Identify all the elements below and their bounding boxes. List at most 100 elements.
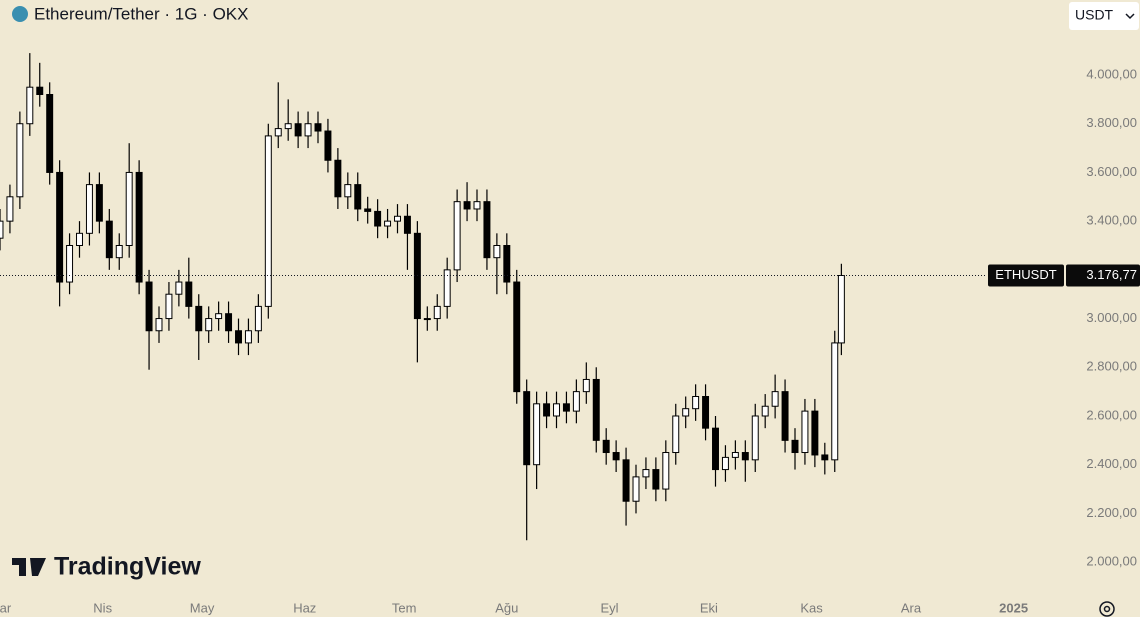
y-tick-label: 3.600,00 (1086, 164, 1137, 179)
currency-box[interactable] (1069, 2, 1139, 30)
x-tick-label: Haz (293, 600, 316, 615)
candle-body (443, 269, 451, 307)
x-tick-label: Eyl (600, 600, 618, 615)
settings-button[interactable] (1099, 601, 1115, 617)
candle-body (533, 403, 541, 466)
candle-body (731, 452, 739, 458)
candle-body (56, 171, 64, 283)
settings-icon-center[interactable] (1103, 605, 1111, 613)
candle-body (751, 415, 759, 461)
candle-body (364, 208, 372, 212)
y-tick-label: 3.000,00 (1086, 310, 1137, 325)
candle-body (76, 232, 83, 247)
x-tick-label: Mar (0, 600, 12, 615)
price-tag-label: 3.176,77 (1086, 267, 1137, 282)
candle-body (781, 391, 789, 441)
y-tick-label: 2.000,00 (1086, 554, 1137, 569)
currency-select[interactable]: USDT (1069, 2, 1139, 30)
candle-body (165, 293, 173, 320)
candle-body (384, 220, 392, 227)
candle-body (612, 452, 620, 461)
candle-body (46, 93, 54, 173)
candle-body (771, 391, 779, 407)
candle-body (344, 184, 352, 198)
candle-body (105, 220, 113, 259)
candle-body (125, 171, 133, 247)
candle-body (155, 318, 163, 332)
candle-body (274, 128, 282, 137)
candle-body (837, 275, 845, 344)
candle-body (463, 201, 471, 210)
candle-body (642, 469, 650, 478)
candle-body (394, 215, 401, 222)
candle-body (582, 378, 590, 393)
x-tick-label: Tem (392, 600, 417, 615)
x-tick-label: Kas (800, 600, 823, 615)
candle-body (185, 281, 193, 307)
dropdown-arrow[interactable] (1125, 13, 1135, 20)
price-tag (1066, 264, 1140, 287)
symbol-tag-label: ETHUSDT (995, 267, 1056, 282)
y-tick-label: 4.000,00 (1086, 66, 1137, 81)
x-tick-label: 2025 (999, 600, 1028, 615)
x-tick-label: Ara (901, 600, 922, 615)
candle-body (503, 245, 511, 283)
candle-body (632, 476, 640, 502)
candle-body (821, 454, 829, 461)
candle-body (85, 184, 93, 234)
x-tick-label: Nis (93, 600, 112, 615)
candle-body (702, 396, 710, 429)
candle-body (473, 201, 481, 210)
candle-body (801, 410, 809, 454)
candle-body (692, 396, 700, 410)
y-tick-label: 2.200,00 (1086, 505, 1137, 520)
y-tick-label: 2.600,00 (1086, 407, 1137, 422)
settings-icon[interactable] (1099, 601, 1115, 617)
chart-title: Ethereum/Tether · 1G · OKX (34, 4, 248, 23)
candle-body (354, 184, 362, 210)
candle-body (682, 408, 690, 417)
candle-body (324, 130, 332, 161)
candle-body (145, 281, 153, 332)
candle-body (16, 123, 24, 198)
symbol-tag (988, 264, 1064, 287)
candle-body (721, 456, 729, 471)
x-tick-label: Eki (700, 600, 718, 615)
candle-body (423, 318, 431, 321)
candle-body (374, 210, 382, 227)
candle-body (622, 459, 630, 502)
candle-body (523, 391, 531, 466)
candle-body (602, 439, 610, 454)
candle-body (294, 123, 302, 137)
candle-body (115, 245, 123, 259)
candle-body (244, 330, 252, 344)
candle-body (493, 245, 501, 259)
candle-body (672, 415, 680, 454)
candle-body (453, 201, 461, 271)
candle-body (175, 281, 183, 295)
candle-body (553, 403, 560, 417)
y-tick-label: 2.800,00 (1086, 359, 1137, 374)
candle-body (831, 342, 839, 461)
currency-label[interactable]: USDT (1075, 7, 1114, 23)
y-tick-label: 2.400,00 (1086, 456, 1137, 471)
candle-body (254, 305, 262, 332)
candle-body (712, 427, 719, 471)
candle-body (433, 305, 441, 320)
candle-body (235, 330, 242, 344)
candle-body (483, 201, 491, 259)
candle-body (6, 196, 14, 222)
candle-body (26, 86, 34, 125)
x-tick-label: May (190, 600, 215, 615)
candle-body (314, 123, 322, 132)
candle-body (791, 439, 799, 454)
candle-body (741, 452, 749, 461)
candle-body (334, 159, 342, 198)
candle-body (592, 378, 600, 441)
candle-body (562, 403, 570, 412)
candle-body (572, 391, 580, 412)
x-tick-label: Ağu (495, 600, 518, 615)
